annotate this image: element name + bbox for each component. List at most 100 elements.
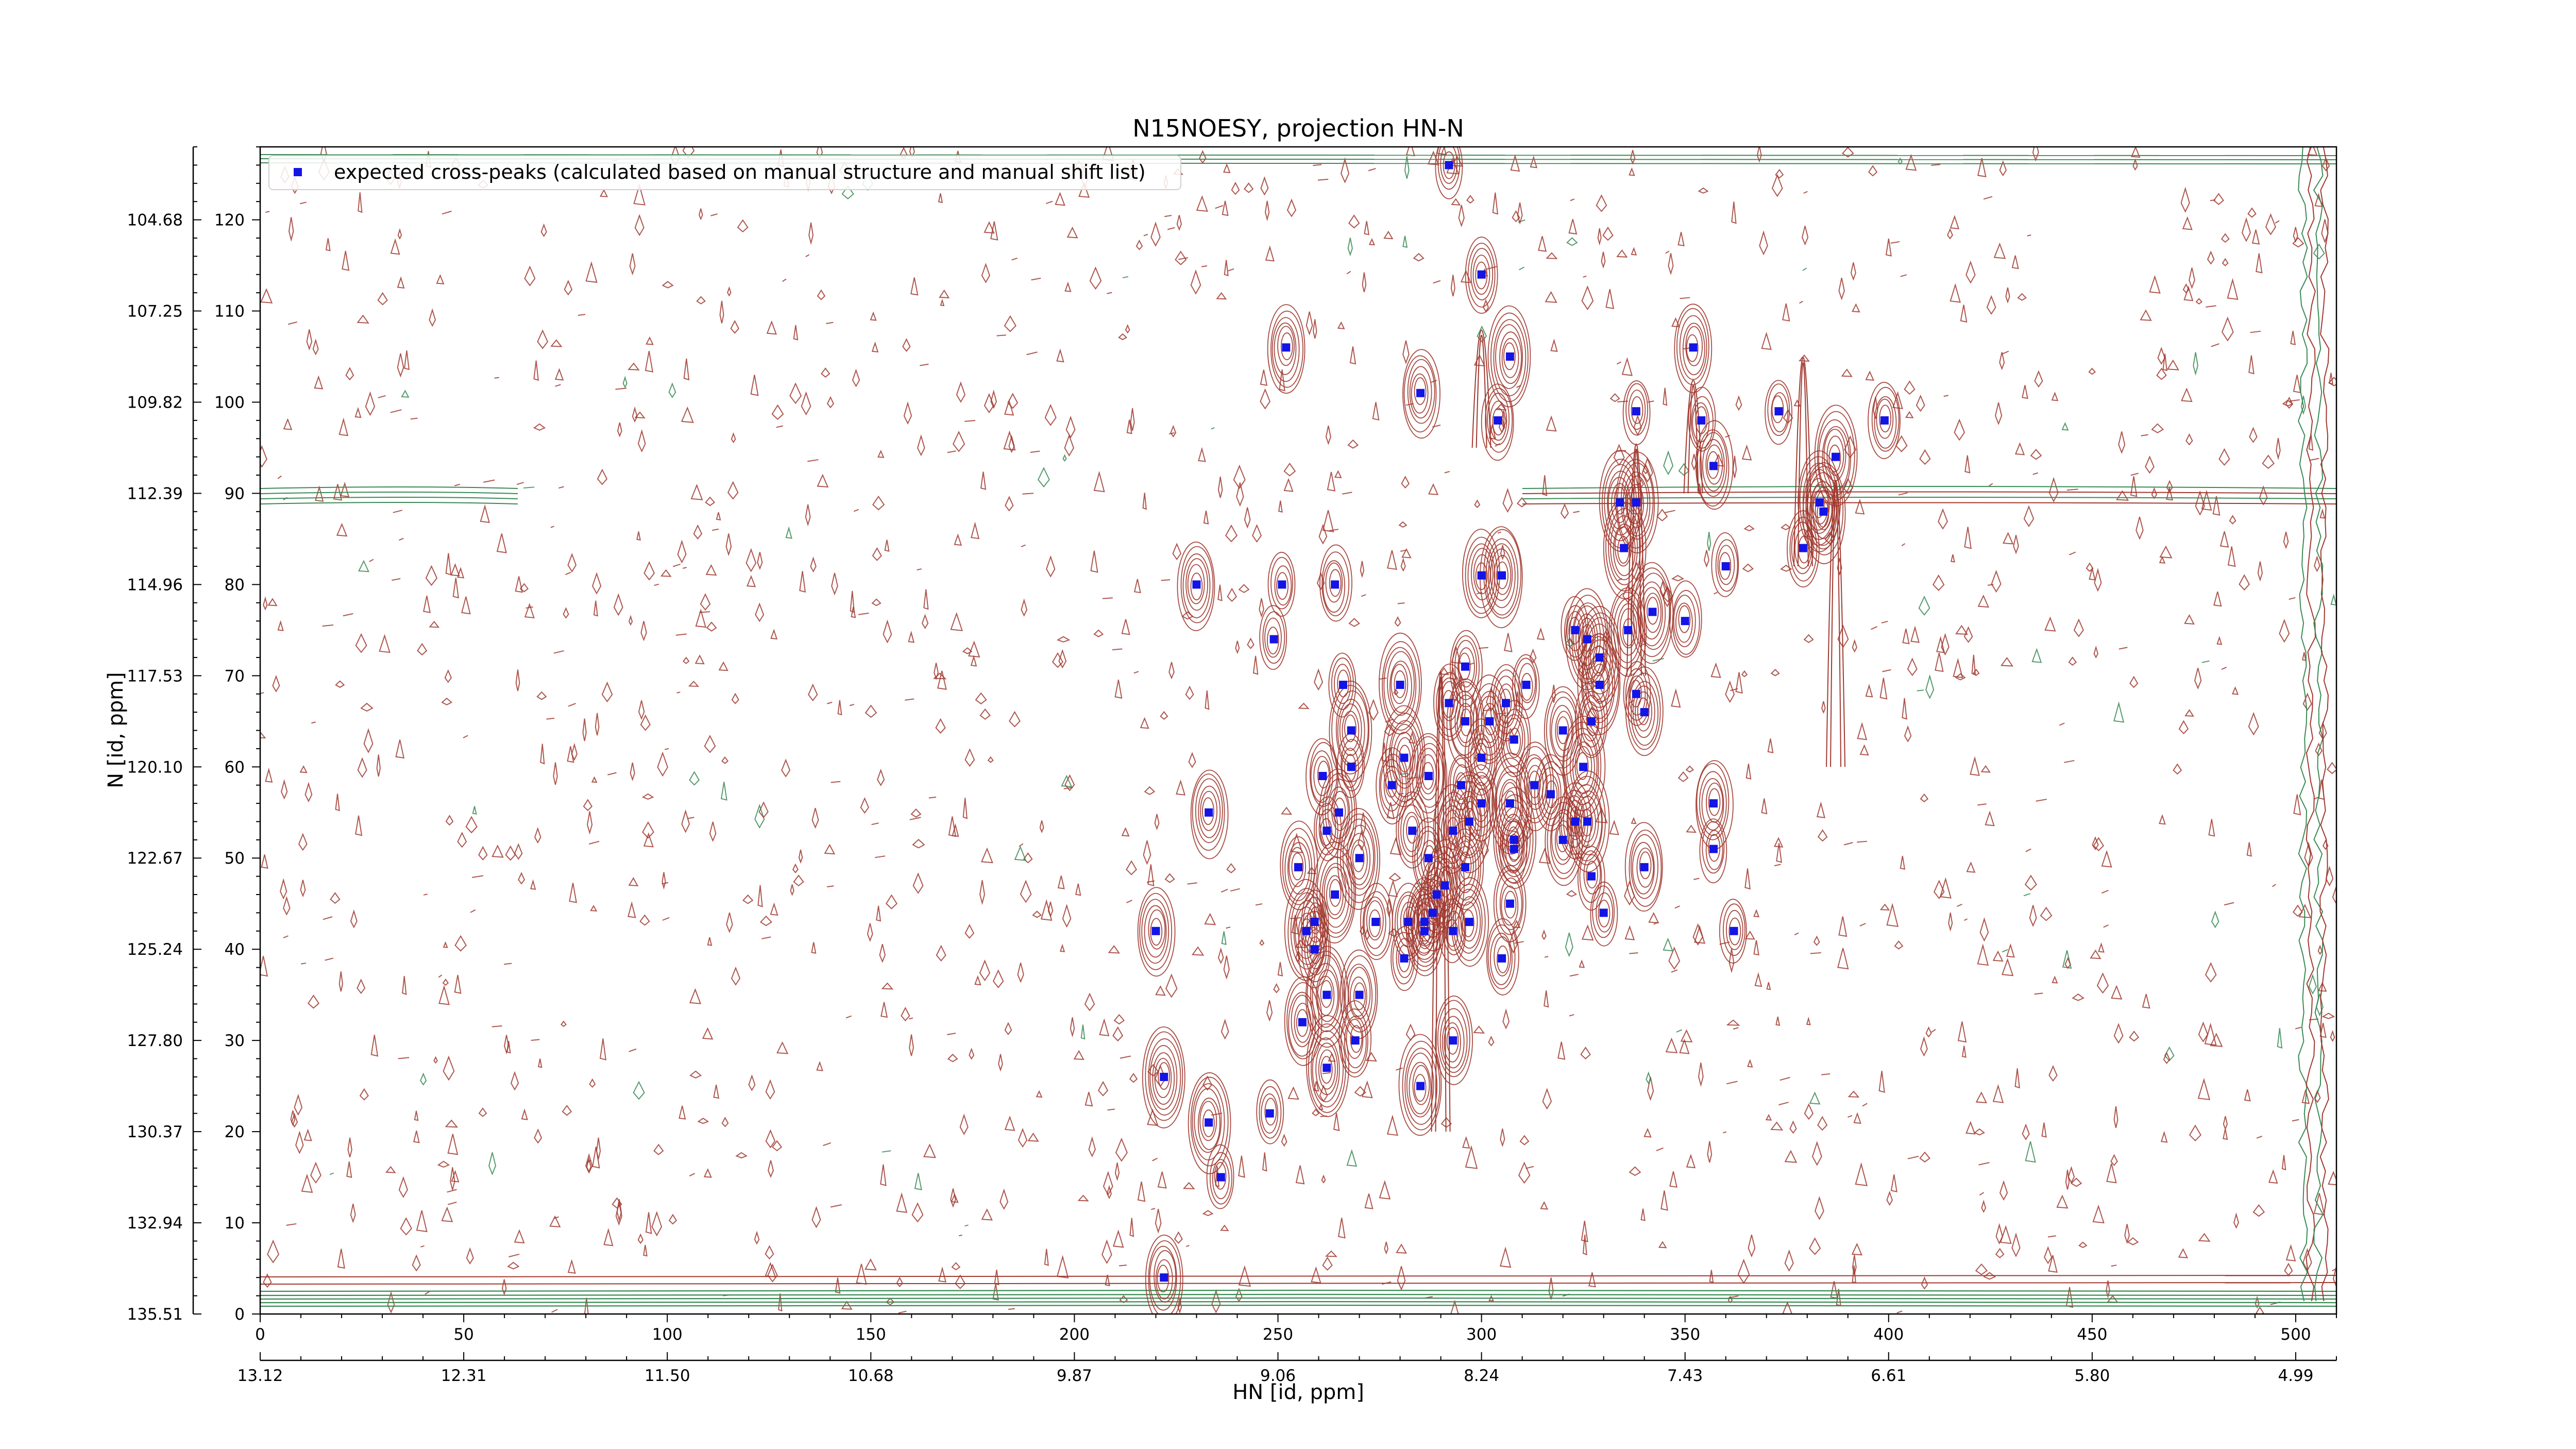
noise-contour — [472, 806, 477, 815]
peak-contour-ring — [1198, 785, 1221, 838]
peak-contour-ring — [1501, 782, 1519, 822]
noise-contour — [1960, 305, 1968, 323]
peak-contour-ring — [1871, 386, 1900, 452]
noise-contour — [903, 401, 912, 425]
noise-contour — [2182, 283, 2190, 294]
peak-contour-ring — [1387, 651, 1415, 716]
peak-contour-ring — [1708, 788, 1721, 816]
noise-contour — [1918, 595, 1930, 616]
cross-peak-point — [1485, 717, 1494, 726]
noise-contour — [1609, 819, 1619, 835]
peak-contour-ring — [1393, 732, 1416, 785]
cross-peak-point — [1428, 908, 1437, 917]
noise-contour — [443, 1055, 455, 1081]
noise-contour — [298, 833, 308, 851]
noise-contour — [1693, 878, 1700, 880]
noise-contour — [1726, 1081, 1738, 1085]
noise-contour — [1349, 346, 1357, 365]
noise-contour — [1802, 267, 1807, 271]
peak-contour-ring — [1631, 681, 1659, 746]
peak-contour-ring — [1338, 1000, 1371, 1077]
cross-peak-point — [1709, 799, 1718, 808]
peak-contour-ring — [1389, 660, 1412, 713]
noise-contour — [1007, 393, 1019, 409]
noise-contour — [1999, 1225, 2012, 1244]
peak-contour-ring — [1433, 663, 1466, 741]
noise-contour — [730, 319, 739, 334]
noise-contour — [1663, 387, 1668, 406]
peak-contour-ring — [1472, 255, 1490, 295]
noise-contour — [1566, 890, 1578, 897]
noise-contour — [524, 265, 536, 287]
peak-contour-ring — [1711, 532, 1739, 597]
peak-contour-ring — [1340, 1008, 1368, 1073]
noise-contour — [413, 1131, 420, 1143]
noise-contour — [2222, 258, 2229, 266]
noise-contour — [1277, 962, 1283, 976]
noise-contour — [323, 916, 333, 920]
noise-contour — [1125, 324, 1130, 334]
legend-marker — [294, 168, 302, 176]
peak-contour-ring — [1874, 396, 1897, 449]
noise-contour — [480, 504, 490, 523]
noise-contour — [369, 559, 374, 562]
peak-contour-ring — [1280, 820, 1318, 911]
peak-contour-ring — [1879, 405, 1891, 433]
peak-contour-ring — [1537, 761, 1566, 827]
noise-contour — [758, 801, 769, 818]
noise-contour — [1761, 331, 1772, 350]
y-ppm-tick-label: 107.25 — [127, 302, 183, 321]
noise-contour — [1782, 1301, 1793, 1314]
noise-contour — [955, 1274, 966, 1289]
noise-contour — [896, 1192, 908, 1213]
noise-contour — [337, 1249, 345, 1269]
noise-contour — [1943, 395, 1948, 397]
noise-contour — [770, 902, 778, 916]
noise-contour — [423, 595, 431, 613]
noise-contour — [867, 923, 873, 942]
noise-contour — [731, 966, 741, 986]
noise-contour — [1992, 950, 2004, 962]
peak-contour-ring — [1154, 1250, 1177, 1303]
noise-contour — [1226, 926, 1231, 929]
noise-contour — [1052, 652, 1064, 668]
noise-contour — [1821, 1073, 1831, 1075]
noise-contour — [858, 612, 869, 615]
peak-contour-ring — [1312, 1037, 1340, 1103]
noise-contour — [727, 286, 732, 297]
noise-contour — [1920, 793, 1929, 802]
cross-peak-point — [1387, 781, 1396, 789]
peak-contour-ring — [1337, 808, 1380, 910]
noise-contour — [781, 759, 791, 778]
peak-contour-ring — [1487, 543, 1516, 609]
noise-contour — [2256, 253, 2263, 274]
y-tick-label: 70 — [225, 667, 245, 685]
x-axis: 0 50 100 150 200 250 300 350 400 450 500 — [255, 1314, 2337, 1344]
noise-contour — [1659, 580, 1666, 598]
noise-contour — [1579, 959, 1585, 968]
noise-contour — [2208, 819, 2215, 837]
noise-contour — [1290, 833, 1303, 853]
peak-contour-ring — [1319, 856, 1352, 934]
noise-contour — [1995, 1248, 2005, 1258]
noise-contour — [1004, 399, 1014, 416]
peak-contour-ring — [1409, 1062, 1432, 1115]
noise-contour — [676, 692, 681, 694]
peak-contour-ring — [1580, 695, 1603, 748]
noise-contour — [808, 222, 814, 245]
x-tick-label: 200 — [1059, 1325, 1090, 1344]
cross-peak-point — [1819, 507, 1828, 516]
noise-contour — [2257, 561, 2263, 582]
noise-contour — [2330, 1030, 2335, 1042]
right-edge-contour — [2319, 147, 2330, 1302]
noise-contour — [1992, 1084, 2004, 1103]
noise-contour — [2089, 566, 2096, 581]
y-ppm-tick-label: 117.53 — [127, 667, 183, 685]
peak-contour-ring — [1259, 1086, 1282, 1139]
x-tick-label: 400 — [1873, 1325, 1904, 1344]
noise-contour — [628, 901, 636, 918]
noise-contour — [1005, 496, 1014, 512]
peak-contour-ring — [1582, 701, 1600, 742]
peak-contour-ring — [1541, 774, 1560, 815]
peak-contour-ring — [1308, 1023, 1346, 1113]
